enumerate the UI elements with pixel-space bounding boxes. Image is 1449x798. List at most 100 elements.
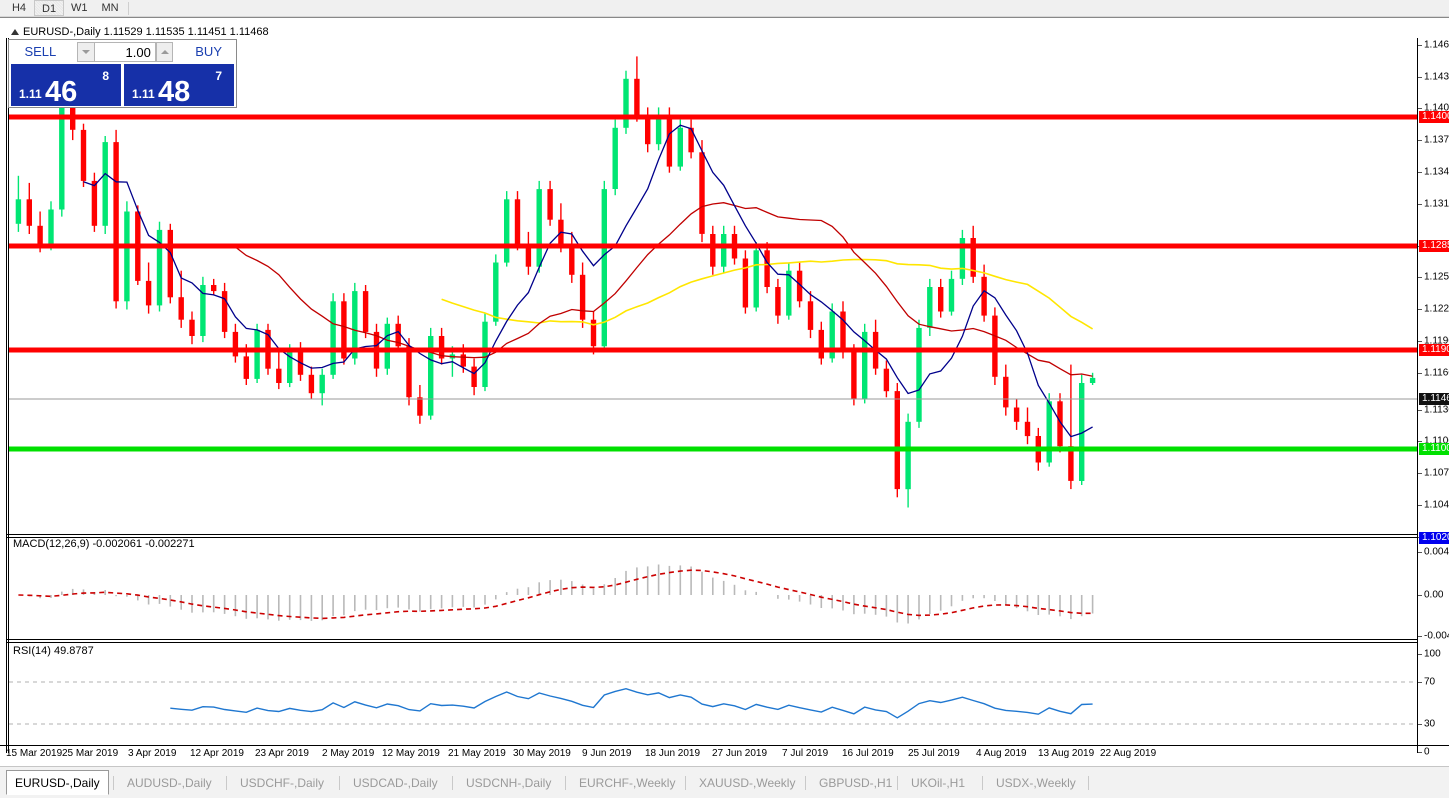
chart-tab-eurchf[interactable]: EURCHF-,Weekly xyxy=(579,776,676,790)
plot-left-border xyxy=(6,38,7,753)
ma-mid-line xyxy=(235,202,1093,377)
pane-separator-macd-top xyxy=(6,534,1418,535)
chart-tab-audusd[interactable]: AUDUSD-,Daily xyxy=(127,776,212,790)
sell-button[interactable]: SELL xyxy=(24,44,57,59)
time-axis-label: 16 Jul 2019 xyxy=(842,748,894,759)
volume-increase-button[interactable] xyxy=(155,42,174,62)
scale-tick xyxy=(1418,595,1422,596)
scale-tick-label: 100 xyxy=(1424,648,1441,660)
time-axis-label: 2 May 2019 xyxy=(322,748,375,759)
timeframe-d1[interactable]: D1 xyxy=(34,0,64,16)
time-axis-label: 13 Aug 2019 xyxy=(1038,748,1095,759)
candle-series xyxy=(15,56,1096,508)
scale-tick xyxy=(1418,410,1422,411)
scale-tick-label: 1.11665 xyxy=(1424,367,1449,379)
plot-left-border-inner xyxy=(8,38,9,753)
scale-tick xyxy=(1418,108,1422,109)
collapse-triangle-icon[interactable] xyxy=(11,29,19,35)
scale-tick-label: 0 xyxy=(1424,746,1430,758)
candlestick-plot xyxy=(9,56,1417,508)
tab-divider xyxy=(565,776,566,790)
scale-tick xyxy=(1418,309,1422,310)
rsi-pane[interactable]: RSI(14) 49.8787 xyxy=(9,643,1417,753)
scale-tick xyxy=(1418,373,1422,374)
rsi-title: RSI(14) 49.8787 xyxy=(13,645,94,657)
scale-tick xyxy=(1418,140,1422,141)
scale-tick-label: 1.14645 xyxy=(1424,39,1449,51)
buy-price-box[interactable]: 1.11 48 7 xyxy=(124,64,234,107)
scale-tick xyxy=(1418,77,1422,78)
time-axis-label: 30 May 2019 xyxy=(513,748,571,759)
chart-tab-xauusd[interactable]: XAUUSD-,Weekly xyxy=(699,776,796,790)
time-axis-label: 25 Mar 2019 xyxy=(62,748,119,759)
chevron-down-icon xyxy=(82,50,91,54)
time-axis-label: 22 Aug 2019 xyxy=(1100,748,1157,759)
scale-tick-label: 1.13455 xyxy=(1424,166,1449,178)
time-axis-label: 27 Jun 2019 xyxy=(712,748,768,759)
timeframe-w1[interactable]: W1 xyxy=(71,2,88,14)
symbol-header-text: EURUSD-,Daily 1.11529 1.11535 1.11451 1.… xyxy=(23,26,269,38)
time-axis-label: 15 Mar 2019 xyxy=(6,748,63,759)
one-click-prices: 1.11 46 8 1.11 48 7 xyxy=(11,64,234,108)
sell-price-big: 46 xyxy=(45,76,78,108)
price-level-label[interactable]: 1.12851 xyxy=(1419,240,1449,252)
scale-tick-label: 1.12560 xyxy=(1424,271,1449,283)
macd-histogram xyxy=(28,564,1094,624)
scale-tick xyxy=(1418,552,1422,553)
scale-tick-label: 1.10765 xyxy=(1424,467,1449,479)
price-level-label[interactable]: 1.11468 xyxy=(1419,393,1449,405)
ma-fast-line xyxy=(83,124,1093,438)
chart-tab-usdx[interactable]: USDX-,Weekly xyxy=(996,776,1076,790)
tab-divider xyxy=(452,776,453,790)
chart-tab-usdcnh[interactable]: USDCNH-,Daily xyxy=(466,776,552,790)
time-axis[interactable]: 15 Mar 2019 25 Mar 2019 3 Apr 2019 12 Apr 2… xyxy=(0,745,1449,763)
macd-plot xyxy=(18,564,1094,624)
chart-tab-eurusd[interactable]: EURUSD-,Daily xyxy=(6,770,109,795)
time-axis-label: 3 Apr 2019 xyxy=(128,748,177,759)
tab-divider xyxy=(685,776,686,790)
scale-tick xyxy=(1418,204,1422,205)
plot-right-border xyxy=(1417,38,1418,753)
price-level-label[interactable]: 1.10201 xyxy=(1419,532,1449,544)
level-lines xyxy=(9,114,1417,452)
timeframe-h4[interactable]: H4 xyxy=(11,2,27,14)
scale-tick xyxy=(1418,441,1422,442)
scale-tick xyxy=(1418,505,1422,506)
chart-tab-gbpusd[interactable]: GBPUSD-,H1 xyxy=(819,776,893,790)
scale-tick-label: 70 xyxy=(1424,676,1436,688)
toolbar-divider xyxy=(128,2,129,15)
scale-tick xyxy=(1418,341,1422,342)
scale-tick-label: 1.11960 xyxy=(1424,335,1449,347)
price-level-label[interactable]: 1.14009 xyxy=(1419,111,1449,123)
scale-tick xyxy=(1418,724,1422,725)
price-level-label[interactable]: 1.11901 xyxy=(1419,344,1449,356)
timeframe-mn[interactable]: MN xyxy=(101,2,119,14)
time-axis-label: 21 May 2019 xyxy=(448,748,506,759)
chart-tab-usdchf[interactable]: USDCHF-,Daily xyxy=(240,776,324,790)
price-pane[interactable] xyxy=(9,38,1417,533)
volume-input[interactable]: 1.00 xyxy=(95,42,156,62)
one-click-trading-controls: SELL 1.00 BUY xyxy=(9,40,236,64)
chart-tab-usdcad[interactable]: USDCAD-,Daily xyxy=(353,776,438,790)
price-scale[interactable]: 1.14645 1.14350 1.14055 1.13750 1.13455 1.131… xyxy=(1418,38,1449,758)
macd-pane[interactable]: MACD(12,26,9) -0.002061 -0.002271 xyxy=(9,536,1417,635)
chart-tabstrip[interactable]: EURUSD-,Daily AUDUSD-,Daily USDCHF-,Daily U… xyxy=(0,766,1449,798)
macd-signal-line xyxy=(18,569,1093,620)
timeframe-toolbar: H4 D1 W1 MN xyxy=(0,0,1449,17)
tab-divider xyxy=(897,776,898,790)
volume-decrease-button[interactable] xyxy=(77,42,96,62)
rsi-plot xyxy=(9,681,1417,725)
scale-tick xyxy=(1418,473,1422,474)
buy-button[interactable]: BUY xyxy=(195,44,222,59)
scale-tick-label: -0.004806 xyxy=(1424,630,1449,642)
time-axis-label: 9 Jun 2019 xyxy=(582,748,632,759)
tab-divider xyxy=(1088,776,1089,790)
sell-price-box[interactable]: 1.11 46 8 xyxy=(11,64,121,108)
price-level-label[interactable]: 1.11000 xyxy=(1419,443,1449,455)
tab-divider xyxy=(805,776,806,790)
chart-area[interactable]: MACD(12,26,9) -0.002061 -0.002271 RSI(14… xyxy=(0,17,1449,758)
time-axis-label: 4 Aug 2019 xyxy=(976,748,1027,759)
chart-tab-ukoil[interactable]: UKOil-,H1 xyxy=(911,776,966,790)
one-click-trading-panel[interactable]: SELL 1.00 BUY 1.11 46 8 1.11 48 7 xyxy=(8,39,237,108)
